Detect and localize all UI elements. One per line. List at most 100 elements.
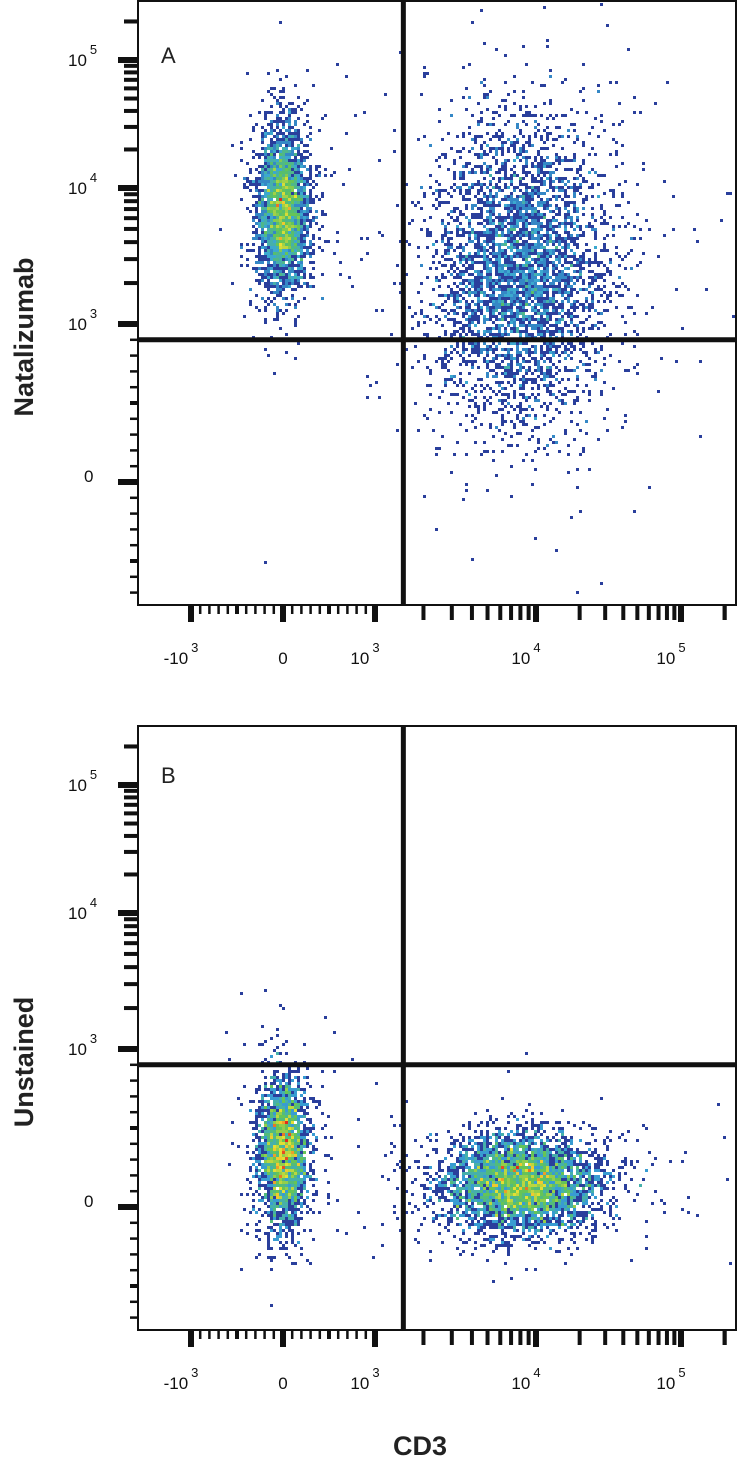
event-bin	[492, 264, 495, 267]
event-bin	[564, 177, 567, 180]
event-bin	[285, 1166, 288, 1169]
event-bin	[480, 234, 483, 237]
event-bin	[615, 165, 618, 168]
event-bin	[255, 1175, 258, 1178]
event-bin	[288, 1082, 291, 1085]
event-bin	[390, 333, 393, 336]
event-bin	[276, 270, 279, 273]
event-bin	[276, 1130, 279, 1133]
event-bin	[471, 204, 474, 207]
event-bin	[588, 258, 591, 261]
event-bin	[501, 243, 504, 246]
event-bin	[258, 1169, 261, 1172]
event-bin	[246, 72, 249, 75]
event-bin	[534, 216, 537, 219]
event-bin	[273, 1217, 276, 1220]
event-bin	[579, 174, 582, 177]
event-bin	[264, 300, 267, 303]
event-bin	[258, 1088, 261, 1091]
event-bin	[297, 273, 300, 276]
event-bin	[498, 234, 501, 237]
event-bin	[465, 87, 468, 90]
event-bin	[699, 435, 702, 438]
event-bin	[513, 372, 516, 375]
event-bin	[489, 123, 492, 126]
event-bin	[561, 273, 564, 276]
event-bin	[300, 153, 303, 156]
event-bin	[525, 300, 528, 303]
event-bin	[291, 237, 294, 240]
event-bin	[288, 267, 291, 270]
event-bin	[294, 159, 297, 162]
event-bin	[525, 282, 528, 285]
event-bin	[519, 387, 522, 390]
event-bin	[255, 1145, 258, 1148]
event-bin	[480, 198, 483, 201]
event-bin	[306, 1142, 309, 1145]
event-bin	[507, 282, 510, 285]
event-bin	[246, 186, 249, 189]
event-bin	[528, 333, 531, 336]
event-bin	[258, 1181, 261, 1184]
event-bin	[546, 279, 549, 282]
event-bin	[534, 537, 537, 540]
event-bin	[429, 144, 432, 147]
event-bin	[261, 207, 264, 210]
event-bin	[255, 1229, 258, 1232]
event-bin	[510, 348, 513, 351]
event-bin	[297, 1082, 300, 1085]
event-bin	[516, 234, 519, 237]
event-bin	[399, 291, 402, 294]
event-bin	[300, 165, 303, 168]
event-bin	[291, 1214, 294, 1217]
event-bin	[282, 210, 285, 213]
event-bin	[579, 186, 582, 189]
event-bin	[495, 147, 498, 150]
event-bin	[279, 1136, 282, 1139]
event-bin	[522, 96, 525, 99]
event-bin	[288, 1181, 291, 1184]
event-bin	[498, 225, 501, 228]
event-bin	[519, 249, 522, 252]
event-bin	[582, 207, 585, 210]
event-bin	[477, 306, 480, 309]
event-bin	[519, 273, 522, 276]
event-bin	[468, 240, 471, 243]
event-bin	[282, 237, 285, 240]
event-bin	[435, 360, 438, 363]
event-bin	[279, 1121, 282, 1124]
event-bin	[270, 237, 273, 240]
event-bin	[366, 375, 369, 378]
event-bin	[552, 186, 555, 189]
event-bin	[498, 342, 501, 345]
event-bin	[615, 291, 618, 294]
event-bin	[534, 396, 537, 399]
event-bin	[621, 162, 624, 165]
event-bin	[576, 234, 579, 237]
event-bin	[522, 282, 525, 285]
event-bin	[540, 372, 543, 375]
event-bin	[483, 42, 486, 45]
event-bin	[480, 378, 483, 381]
event-bin	[396, 264, 399, 267]
event-bin	[573, 141, 576, 144]
event-bin	[552, 351, 555, 354]
event-bin	[294, 1214, 297, 1217]
event-bin	[495, 345, 498, 348]
event-bin	[294, 231, 297, 234]
event-bin	[552, 309, 555, 312]
event-bin	[462, 342, 465, 345]
event-bin	[297, 1148, 300, 1151]
event-bin	[297, 1187, 300, 1190]
event-bin	[606, 294, 609, 297]
event-bin	[279, 183, 282, 186]
event-bin	[267, 1226, 270, 1229]
event-bin	[255, 222, 258, 225]
event-bin	[546, 261, 549, 264]
event-bin	[243, 315, 246, 318]
event-bin	[492, 357, 495, 360]
event-bin	[564, 228, 567, 231]
event-bin	[603, 273, 606, 276]
event-bin	[534, 303, 537, 306]
event-bin	[303, 270, 306, 273]
